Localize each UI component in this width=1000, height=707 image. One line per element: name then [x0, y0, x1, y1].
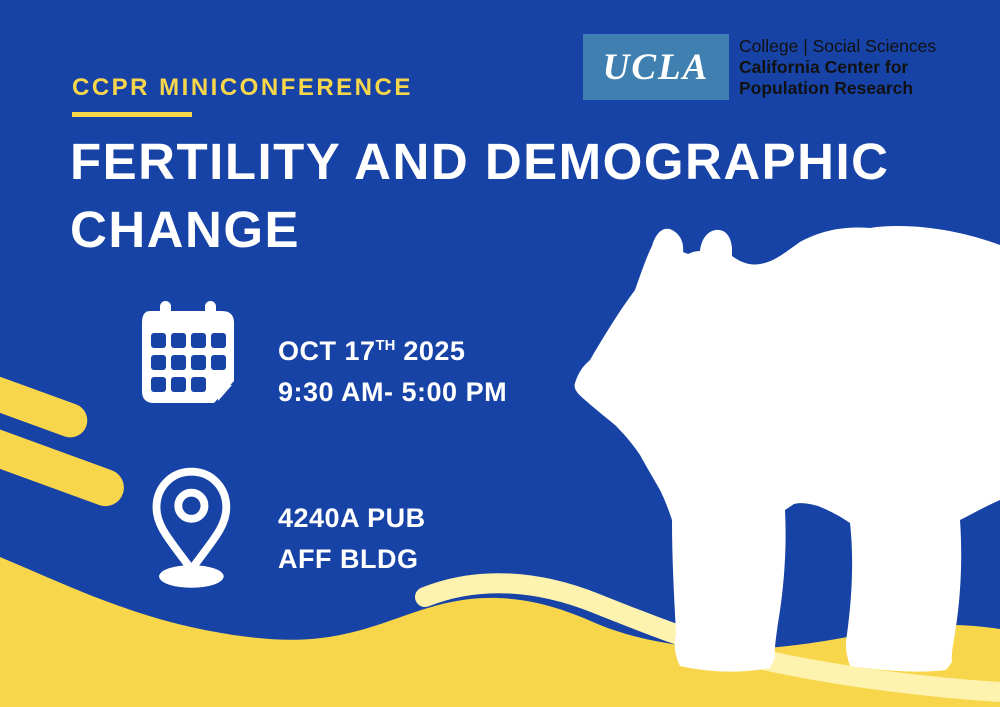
eyebrow-label: CCPR MINICONFERENCE [72, 74, 413, 101]
logo-college-line: College | Social Sciences [739, 36, 937, 56]
flyer-title: FERTILITY AND DEMOGRAPHIC CHANGE [70, 128, 940, 264]
location-pin-icon [152, 467, 231, 588]
ucla-logo-box: UCLA [583, 34, 729, 100]
bear-shape [574, 225, 1000, 672]
location-block: 4240A PUB AFF BLDG [278, 498, 426, 580]
title-line-2: CHANGE [70, 201, 301, 258]
title-line-1: FERTILITY AND DEMOGRAPHIC [70, 133, 890, 190]
event-time: 9:30 AM- 5:00 PM [278, 377, 508, 407]
event-year: 2025 [403, 336, 466, 366]
ucla-ccpr-logo: UCLA College | Social Sciences Californi… [583, 34, 936, 100]
eyebrow-underline [72, 112, 192, 117]
calendar-icon [142, 301, 234, 403]
logo-text-block: College | Social Sciences California Cen… [739, 34, 936, 100]
logo-center-line-1: California Center for [739, 57, 909, 77]
location-line-2: AFF BLDG [278, 544, 419, 574]
bruin-bear-silhouette [574, 225, 1000, 672]
event-date: OCT 17TH 2025 [278, 336, 466, 366]
date-ordinal: TH [375, 338, 396, 354]
location-line-1: 4240A PUB [278, 503, 426, 533]
ucla-wordmark: UCLA [602, 46, 710, 88]
logo-center-line-2: Population Research [739, 78, 914, 98]
date-time-block: OCT 17TH 2025 9:30 AM- 5:00 PM [278, 326, 507, 413]
yellow-stripe-decoration [0, 367, 93, 443]
